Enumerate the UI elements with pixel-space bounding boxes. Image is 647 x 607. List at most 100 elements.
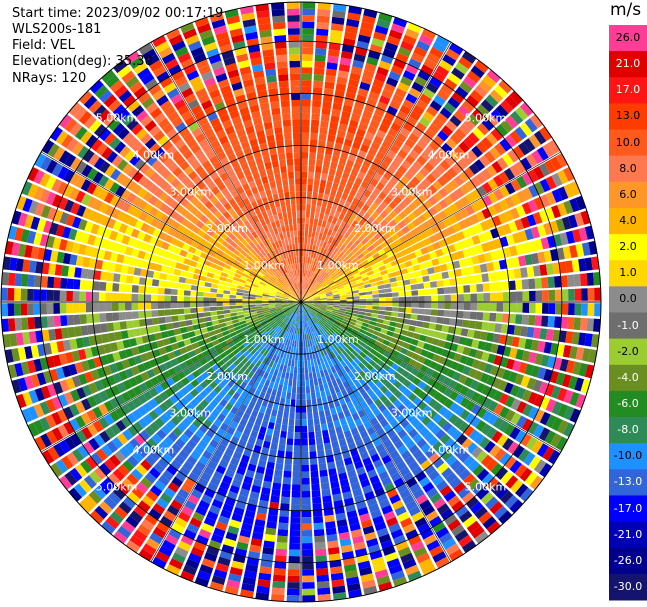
ppi-gate: [555, 436, 568, 451]
ppi-gate: [338, 310, 346, 314]
ppi-gate: [404, 455, 416, 466]
ppi-gate: [14, 273, 22, 287]
ppi-gate: [337, 285, 345, 290]
ppi-gate: [352, 290, 359, 294]
ppi-gate: [351, 350, 359, 358]
ppi-gate: [53, 381, 64, 395]
ppi-gate: [323, 94, 333, 103]
ppi-gate: [502, 437, 514, 451]
ppi-gate: [454, 268, 462, 277]
ppi-gate: [222, 294, 230, 298]
ppi-gate: [398, 200, 408, 210]
ppi-gate: [41, 449, 55, 465]
ppi-gate: [310, 251, 315, 258]
ppi-gate: [260, 279, 268, 285]
ppi-gate: [191, 466, 203, 477]
ppi-gate: [373, 422, 383, 432]
ppi-gate: [412, 187, 422, 197]
ppi-gate: [359, 269, 367, 276]
ppi-gate: [466, 150, 478, 162]
ppi-gate: [168, 558, 184, 570]
ppi-gate: [39, 172, 51, 187]
ppi-gate: [328, 468, 337, 476]
ppi-gate: [209, 306, 217, 312]
ppi-gate: [304, 283, 307, 290]
ppi-gate: [305, 327, 308, 335]
ppi-gate: [137, 250, 146, 260]
ppi-gate: [463, 293, 471, 302]
ppi-gate: [277, 450, 285, 458]
ppi-gate: [333, 302, 341, 304]
ppi-gate: [259, 281, 267, 286]
ppi-gate: [362, 221, 371, 230]
ppi-gate: [76, 204, 87, 217]
ppi-gate: [343, 186, 351, 195]
ppi-gate: [309, 286, 315, 293]
ppi-gate: [315, 159, 323, 167]
ppi-gate: [199, 238, 208, 247]
ppi-gate: [429, 76, 443, 89]
ppi-gate: [358, 209, 366, 218]
ppi-gate: [487, 413, 499, 426]
ppi-gate: [404, 290, 412, 297]
ppi-gate: [195, 403, 205, 414]
ppi-gate: [421, 416, 432, 426]
ppi-gate: [103, 178, 115, 191]
ppi-gate: [229, 266, 237, 273]
ppi-gate: [170, 342, 180, 351]
ppi-gate: [45, 159, 58, 174]
ppi-gate: [235, 269, 243, 276]
ppi-gate: [307, 270, 311, 278]
ppi-gate: [270, 331, 277, 338]
ppi-gate: [398, 262, 407, 270]
ppi-gate: [378, 12, 393, 23]
ppi-gate: [231, 280, 239, 285]
ppi-gate: [348, 263, 356, 270]
ppi-gate: [462, 515, 477, 529]
ppi-gate: [151, 294, 158, 302]
ppi-gate: [238, 460, 248, 470]
ppi-gate: [337, 432, 345, 441]
ppi-gate: [384, 380, 393, 390]
ppi-gate: [261, 420, 269, 428]
ppi-gate: [98, 481, 112, 495]
ppi-gate: [321, 362, 327, 371]
ppi-gate: [377, 249, 386, 257]
ppi-gate: [515, 279, 523, 290]
ppi-gate: [243, 328, 251, 335]
ppi-gate: [75, 255, 84, 267]
ppi-gate: [483, 292, 491, 302]
ppi-gate: [277, 310, 285, 315]
ppi-gate: [293, 373, 297, 381]
ppi-gate: [328, 328, 335, 335]
ppi-gate: [310, 288, 317, 294]
ppi-gate: [301, 510, 312, 518]
ppi-gate: [282, 337, 287, 345]
ppi-gate: [115, 198, 126, 210]
ppi-gate: [457, 302, 465, 310]
ppi-gate: [371, 286, 379, 291]
ppi-gate: [461, 491, 475, 505]
ppi-gate: [397, 375, 407, 384]
ppi-gate: [190, 313, 198, 319]
ppi-gate: [301, 529, 313, 537]
ppi-gate: [428, 274, 437, 282]
ppi-gate: [358, 226, 367, 234]
ppi-gate: [284, 308, 291, 313]
ppi-gate: [187, 266, 196, 273]
ppi-gate: [301, 289, 303, 296]
ppi-gate: [354, 134, 364, 144]
ppi-gate: [238, 354, 246, 362]
ppi-gate: [183, 428, 194, 439]
ppi-gate: [289, 319, 293, 326]
ppi-gate: [289, 529, 301, 537]
ppi-gate: [115, 420, 127, 432]
ppi-gate: [236, 386, 244, 395]
ppi-gate: [321, 233, 327, 242]
ppi-gate: [366, 270, 374, 276]
ppi-gate: [365, 363, 374, 371]
ppi-gate: [443, 102, 457, 114]
ppi-gate: [353, 53, 366, 63]
ppi-gate: [78, 90, 93, 105]
ppi-gate: [313, 306, 320, 309]
